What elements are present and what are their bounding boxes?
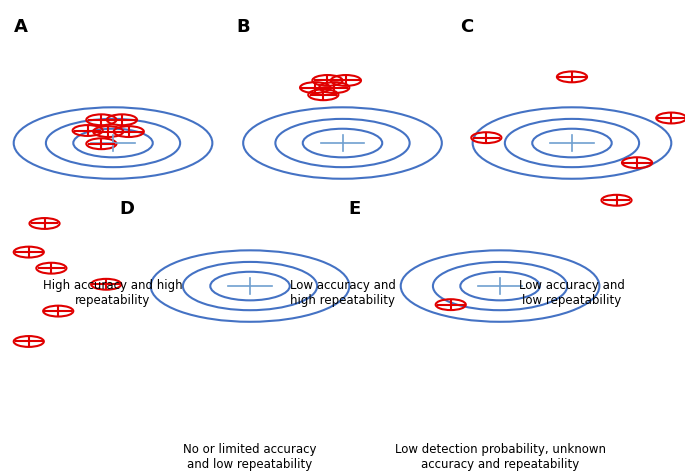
Text: Low accuracy and
high repeatability: Low accuracy and high repeatability — [290, 279, 395, 307]
Text: C: C — [460, 18, 473, 36]
Text: E: E — [348, 200, 360, 218]
Text: A: A — [14, 18, 27, 36]
Text: D: D — [120, 200, 135, 218]
Text: Low accuracy and
low repeatability: Low accuracy and low repeatability — [519, 279, 625, 307]
Text: High accuracy and high
repeatability: High accuracy and high repeatability — [43, 279, 183, 307]
Text: B: B — [236, 18, 250, 36]
Text: No or limited accuracy
and low repeatability: No or limited accuracy and low repeatabi… — [184, 443, 316, 472]
Text: Low detection probability, unknown
accuracy and repeatability: Low detection probability, unknown accur… — [395, 443, 606, 472]
